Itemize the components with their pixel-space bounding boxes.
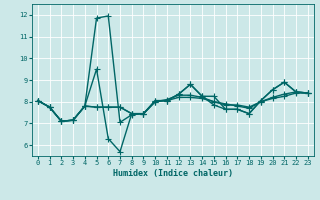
X-axis label: Humidex (Indice chaleur): Humidex (Indice chaleur) <box>113 169 233 178</box>
